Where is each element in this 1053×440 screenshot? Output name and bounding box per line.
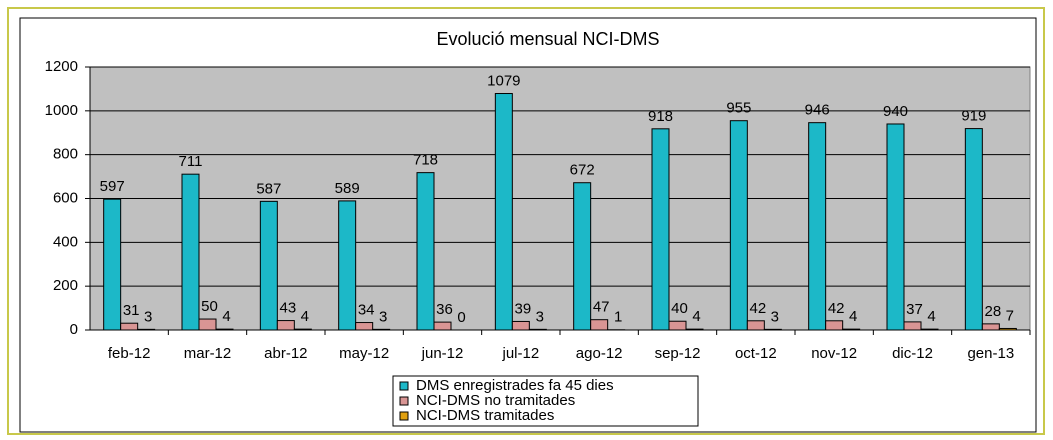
bar xyxy=(495,94,512,330)
x-tick-label: gen-13 xyxy=(967,345,1014,362)
value-label: 36 xyxy=(436,301,453,318)
x-tick-label: jul-12 xyxy=(501,345,539,362)
value-label: 4 xyxy=(222,308,230,325)
y-tick-label: 1200 xyxy=(45,58,78,75)
bar xyxy=(982,324,999,330)
value-label: 940 xyxy=(883,103,908,120)
bar xyxy=(182,174,199,330)
bar xyxy=(277,321,294,330)
bar xyxy=(965,129,982,330)
value-label: 4 xyxy=(692,308,700,325)
value-label: 42 xyxy=(749,300,766,317)
value-label: 28 xyxy=(984,303,1001,320)
value-label: 42 xyxy=(828,300,845,317)
value-label: 37 xyxy=(906,301,923,318)
bar xyxy=(591,320,608,330)
value-label: 672 xyxy=(570,162,595,179)
value-label: 4 xyxy=(301,308,309,325)
value-label: 918 xyxy=(648,108,673,125)
bar xyxy=(121,323,138,330)
x-tick-label: jun-12 xyxy=(421,345,464,362)
y-tick-label: 1000 xyxy=(45,102,78,119)
x-tick-label: ago-12 xyxy=(576,345,623,362)
x-tick-label: oct-12 xyxy=(735,345,777,362)
legend-label: NCI-DMS tramitades xyxy=(416,407,554,424)
x-tick-label: abr-12 xyxy=(264,345,307,362)
bar xyxy=(574,183,591,330)
value-label: 47 xyxy=(593,299,610,316)
value-label: 50 xyxy=(201,298,218,315)
x-tick-label: may-12 xyxy=(339,345,389,362)
bar xyxy=(887,124,904,330)
bar xyxy=(339,201,356,330)
y-tick-label: 200 xyxy=(53,277,78,294)
bar xyxy=(260,201,277,330)
x-tick-label: nov-12 xyxy=(811,345,857,362)
bar xyxy=(669,321,686,330)
value-label: 587 xyxy=(256,180,281,197)
x-tick-label: sep-12 xyxy=(655,345,701,362)
value-label: 4 xyxy=(927,308,935,325)
value-label: 43 xyxy=(279,300,296,317)
value-label: 3 xyxy=(379,308,387,325)
bar xyxy=(904,322,921,330)
value-label: 597 xyxy=(100,178,125,195)
value-label: 39 xyxy=(514,300,531,317)
value-label: 31 xyxy=(123,302,140,319)
bar xyxy=(826,321,843,330)
x-tick-label: dic-12 xyxy=(892,345,933,362)
y-tick-label: 400 xyxy=(53,233,78,250)
value-label: 3 xyxy=(771,308,779,325)
value-label: 3 xyxy=(536,308,544,325)
y-tick-label: 0 xyxy=(70,321,78,338)
legend-swatch xyxy=(400,382,408,390)
y-tick-label: 800 xyxy=(53,146,78,163)
value-label: 1079 xyxy=(487,72,520,89)
bar xyxy=(434,322,451,330)
value-label: 919 xyxy=(961,108,986,125)
value-label: 718 xyxy=(413,152,438,169)
bar xyxy=(652,129,669,330)
legend-swatch xyxy=(400,397,408,405)
value-label: 4 xyxy=(849,308,857,325)
value-label: 711 xyxy=(179,153,203,170)
x-tick-label: mar-12 xyxy=(184,345,232,362)
y-tick-label: 600 xyxy=(53,189,78,206)
bar xyxy=(730,121,747,330)
value-label: 7 xyxy=(1006,307,1014,324)
value-label: 1 xyxy=(614,309,622,326)
bar xyxy=(747,321,764,330)
chart-title: Evolució mensual NCI-DMS xyxy=(436,29,659,49)
value-label: 40 xyxy=(671,300,688,317)
value-label: 946 xyxy=(805,102,830,119)
bar xyxy=(809,123,826,330)
value-label: 0 xyxy=(457,309,465,326)
bar xyxy=(199,319,216,330)
legend-swatch xyxy=(400,412,408,420)
bar xyxy=(512,321,529,330)
value-label: 34 xyxy=(358,302,375,319)
bar xyxy=(356,323,373,330)
bar xyxy=(417,173,434,330)
bar xyxy=(104,199,121,330)
value-label: 955 xyxy=(726,100,751,117)
value-label: 589 xyxy=(335,180,360,197)
value-label: 3 xyxy=(144,308,152,325)
x-tick-label: feb-12 xyxy=(108,345,151,362)
